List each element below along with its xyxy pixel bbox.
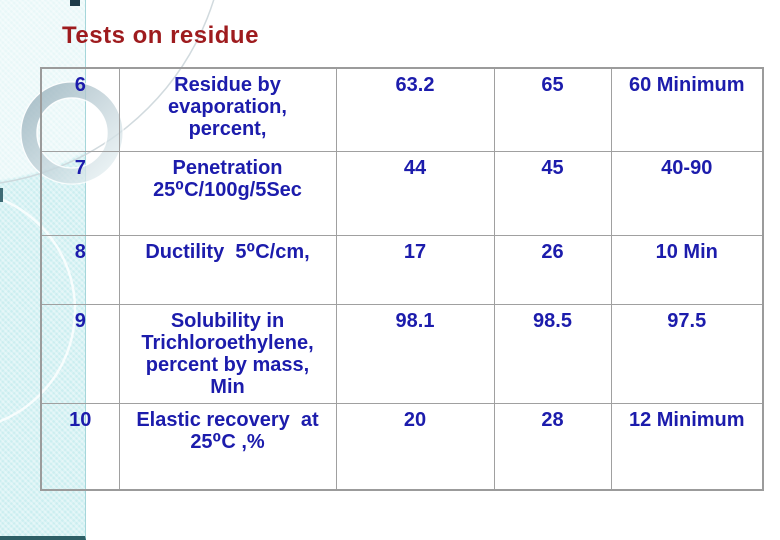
result-value-2: 65 xyxy=(493,67,612,152)
result-value: 20 xyxy=(335,403,495,491)
row-number: 7 xyxy=(40,151,120,236)
row-number: 6 xyxy=(40,67,120,152)
row-number: 8 xyxy=(40,235,120,305)
table-row: 7 Penetration 25⁰C/100g/5Sec 44 45 40-90 xyxy=(40,151,764,236)
result-value: 44 xyxy=(335,151,495,236)
spec-value: 97.5 xyxy=(610,304,764,404)
spec-value: 12 Minimum xyxy=(610,403,764,491)
slide-title: Tests on residue xyxy=(62,22,259,49)
left-edge-dash xyxy=(0,188,3,202)
top-notch xyxy=(70,0,80,6)
table-row: 10 Elastic recovery at 25⁰C ,% 20 28 12 … xyxy=(40,403,764,491)
row-number: 9 xyxy=(40,304,120,404)
spec-value: 60 Minimum xyxy=(610,67,764,152)
table-row: 9 Solubility in Trichloroethylene, perce… xyxy=(40,304,764,404)
result-value: 98.1 xyxy=(335,304,495,404)
test-name: Ductility 5⁰C/cm, xyxy=(118,235,337,305)
table-row: 6 Residue by evaporation, percent, 63.2 … xyxy=(40,67,764,152)
result-value-2: 28 xyxy=(493,403,612,491)
row-number: 10 xyxy=(40,403,120,491)
result-value: 63.2 xyxy=(335,67,495,152)
spec-value: 10 Min xyxy=(610,235,764,305)
table-row: 8 Ductility 5⁰C/cm, 17 26 10 Min xyxy=(40,235,764,305)
result-value-2: 45 xyxy=(493,151,612,236)
result-value-2: 98.5 xyxy=(493,304,612,404)
result-value: 17 xyxy=(335,235,495,305)
spec-value: 40-90 xyxy=(610,151,764,236)
test-name: Residue by evaporation, percent, xyxy=(118,67,337,152)
residue-tests-table: 6 Residue by evaporation, percent, 63.2 … xyxy=(40,67,764,491)
test-name: Elastic recovery at 25⁰C ,% xyxy=(118,403,337,491)
test-name: Penetration 25⁰C/100g/5Sec xyxy=(118,151,337,236)
test-name: Solubility in Trichloroethylene, percent… xyxy=(118,304,337,404)
result-value-2: 26 xyxy=(493,235,612,305)
